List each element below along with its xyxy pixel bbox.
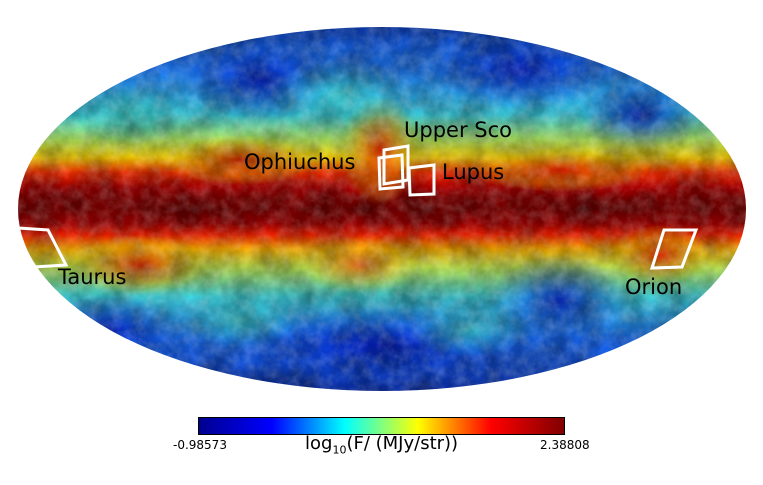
label-upper-sco: Upper Sco xyxy=(404,118,512,142)
label-taurus: Taurus xyxy=(58,265,127,289)
label-lupus: Lupus xyxy=(442,160,505,184)
sky-intensity-field xyxy=(18,27,746,391)
taurus-box xyxy=(17,226,69,270)
colorbar-min-label: -0.98573 xyxy=(173,438,227,452)
ophiuchus-box xyxy=(377,153,405,191)
label-orion: Orion xyxy=(625,275,683,299)
colorbar-title-sub: 10 xyxy=(332,443,347,457)
orion-box xyxy=(649,228,699,270)
colorbar xyxy=(198,417,565,435)
label-ophiuchus: Ophiuchus xyxy=(244,150,356,174)
colorbar-max-label: 2.38808 xyxy=(540,438,590,452)
colorbar-title: log10(F/ (MJy/str)) xyxy=(305,433,458,457)
lupus-box xyxy=(407,163,436,197)
colorbar-title-prefix: log xyxy=(305,433,333,454)
colorbar-title-suffix: (F/ (MJy/str)) xyxy=(346,433,459,454)
